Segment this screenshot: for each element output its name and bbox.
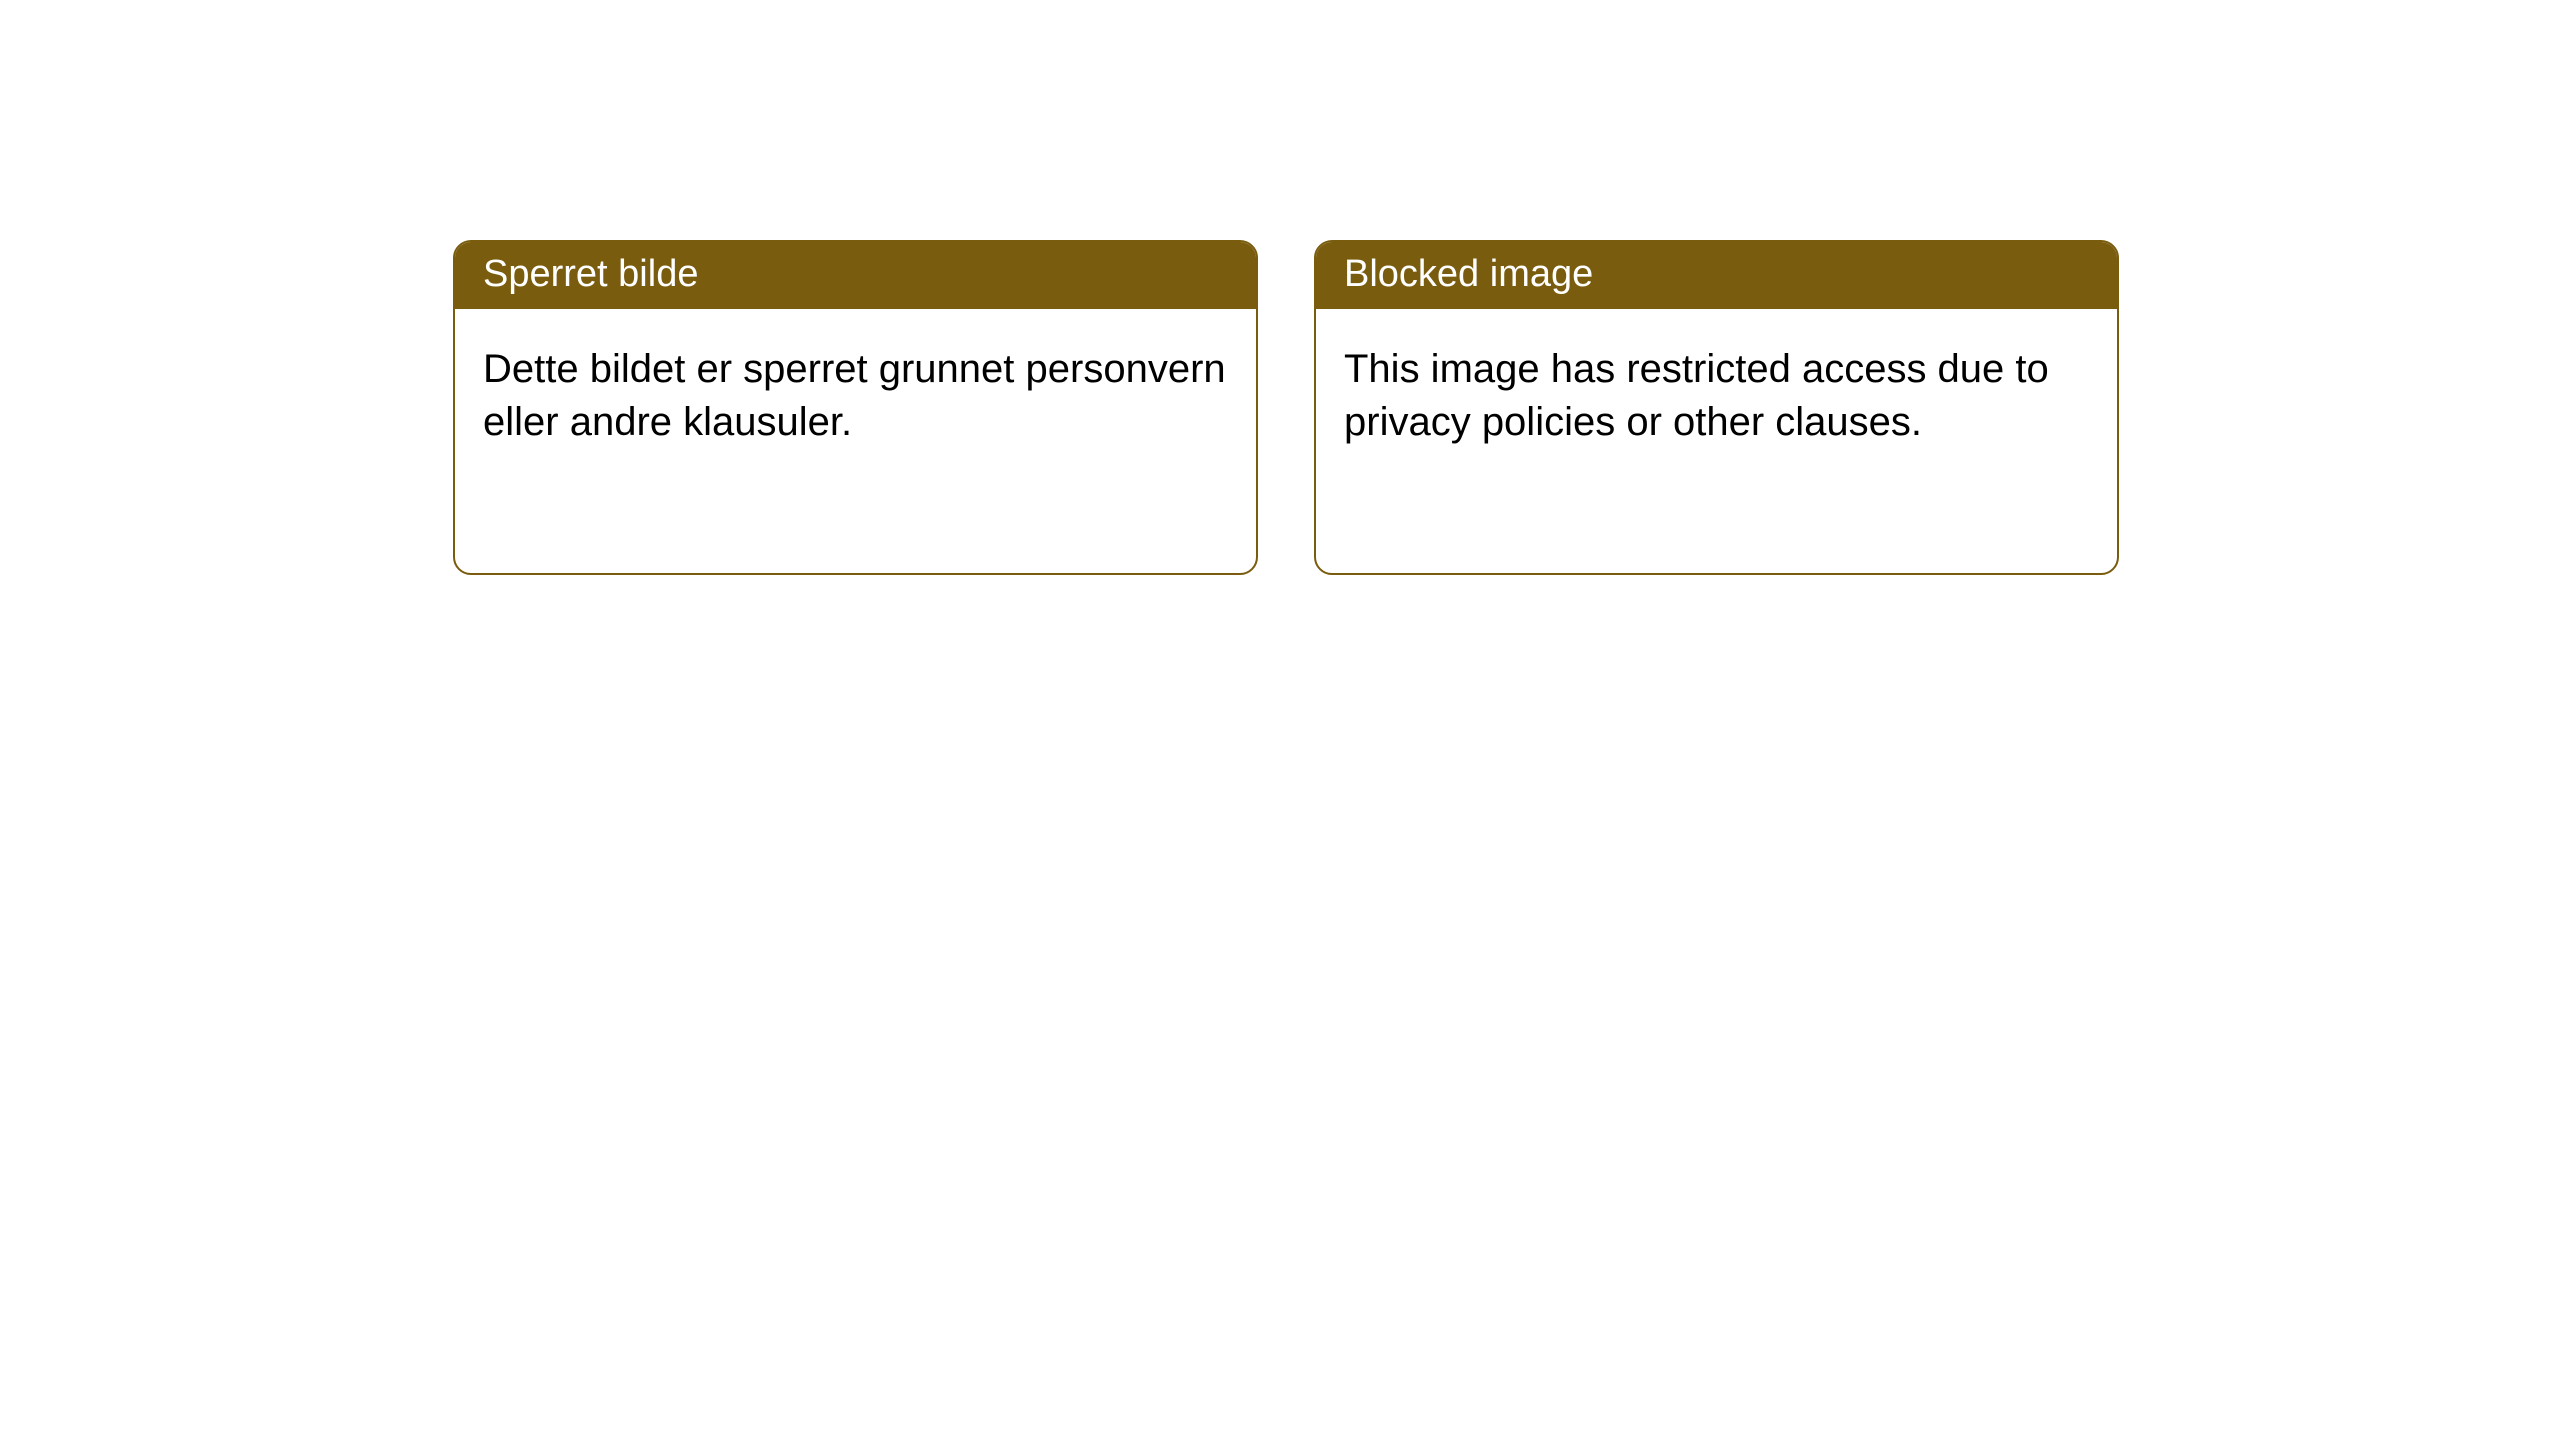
notice-container: Sperret bilde Dette bildet er sperret gr… — [0, 0, 2560, 575]
notice-body-text: This image has restricted access due to … — [1344, 347, 2049, 444]
notice-body-text: Dette bildet er sperret grunnet personve… — [483, 347, 1226, 444]
notice-box-norwegian: Sperret bilde Dette bildet er sperret gr… — [453, 240, 1258, 575]
notice-body: This image has restricted access due to … — [1316, 309, 2117, 483]
notice-header: Blocked image — [1316, 242, 2117, 309]
notice-header: Sperret bilde — [455, 242, 1256, 309]
notice-body: Dette bildet er sperret grunnet personve… — [455, 309, 1256, 483]
notice-box-english: Blocked image This image has restricted … — [1314, 240, 2119, 575]
notice-title: Sperret bilde — [483, 253, 698, 295]
notice-title: Blocked image — [1344, 253, 1593, 295]
